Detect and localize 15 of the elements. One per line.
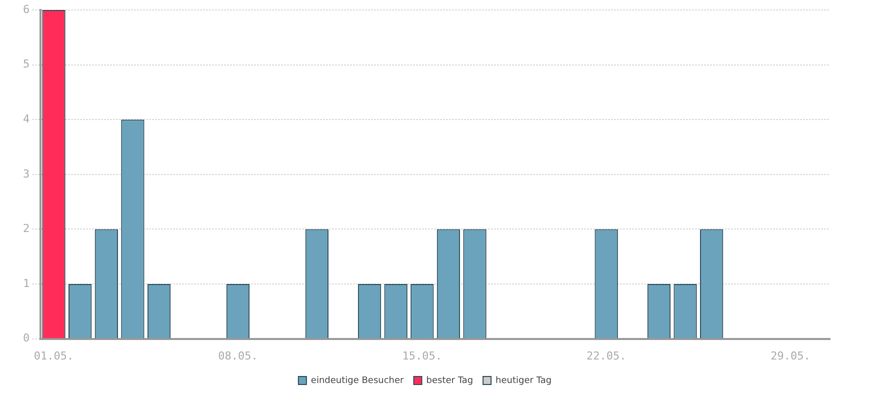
y-tick-label: 4 [23,112,30,126]
y-tick-label: 3 [23,167,30,180]
legend-label: eindeutige Besucher [310,376,404,386]
legend-label: heutiger Tag [496,376,552,386]
y-tick-label: 5 [23,58,30,71]
y-tick-label: 2 [23,222,30,236]
x-tick-label: 15.05. [402,349,442,362]
x-tick-label: 22.05. [586,349,626,362]
x-tick-label: 29.05. [770,349,810,362]
legend-label: bester Tag [426,376,474,386]
y-tick-label: 6 [23,2,30,16]
x-tick-label: 01.05. [34,349,74,362]
y-tick-label: 0 [23,332,30,345]
x-tick-label: 08.05. [218,349,258,362]
y-tick-label: 1 [23,276,30,290]
